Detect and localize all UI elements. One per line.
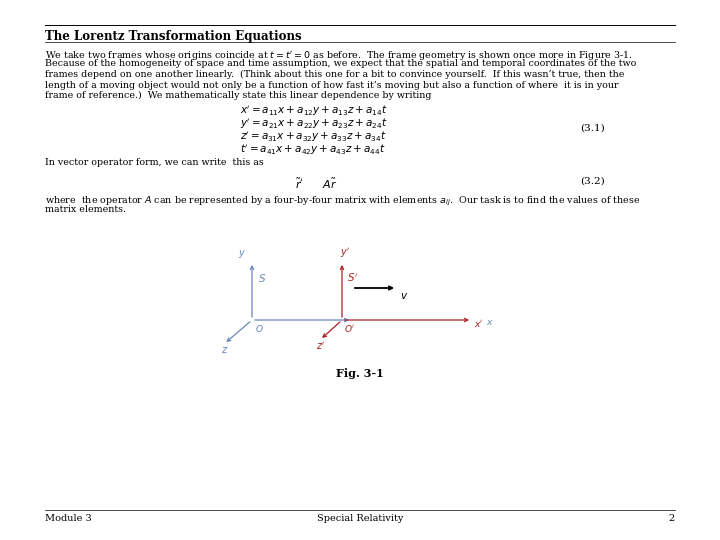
Text: $x'$: $x'$ bbox=[474, 318, 484, 329]
Text: where  the operator $A$ can be represented by a four-by-four matrix with element: where the operator $A$ can be represente… bbox=[45, 195, 640, 208]
Text: $S'$: $S'$ bbox=[347, 272, 359, 285]
Text: frame of reference.)  We mathematically state this linear dependence by writing: frame of reference.) We mathematically s… bbox=[45, 91, 431, 100]
Text: Because of the homogeneity of space and time assumption, we expect that the spat: Because of the homogeneity of space and … bbox=[45, 59, 636, 69]
Text: length of a moving object would not only be a function of how fast it’s moving b: length of a moving object would not only… bbox=[45, 80, 618, 90]
Text: We take two frames whose origins coincide at $t = t' = 0$ as before.  The frame : We take two frames whose origins coincid… bbox=[45, 49, 633, 62]
Text: The Lorentz Transformation Equations: The Lorentz Transformation Equations bbox=[45, 30, 302, 43]
Text: $O$: $O$ bbox=[255, 323, 264, 334]
Text: frames depend on one another linearly.  (Think about this one for a bit to convi: frames depend on one another linearly. (… bbox=[45, 70, 624, 79]
Text: $t' = a_{41}x + a_{42}y + a_{43}z + a_{44}t$: $t' = a_{41}x + a_{42}y + a_{43}z + a_{4… bbox=[240, 143, 386, 157]
Text: $z'$: $z'$ bbox=[316, 340, 325, 352]
Text: $A\tilde{r}$: $A\tilde{r}$ bbox=[322, 177, 338, 191]
Text: 2: 2 bbox=[669, 514, 675, 523]
Text: $O'$: $O'$ bbox=[344, 323, 356, 334]
Text: $\tilde{r}'$: $\tilde{r}'$ bbox=[295, 177, 304, 191]
Text: Special Relativity: Special Relativity bbox=[317, 514, 403, 523]
Text: Fig. 3-1: Fig. 3-1 bbox=[336, 368, 384, 379]
Text: $z$: $z$ bbox=[221, 345, 228, 355]
Text: $y' = a_{21}x + a_{22}y + a_{23}z + a_{24}t$: $y' = a_{21}x + a_{22}y + a_{23}z + a_{2… bbox=[240, 117, 388, 131]
Text: $y'$: $y'$ bbox=[340, 246, 351, 260]
Text: $v$: $v$ bbox=[400, 291, 408, 301]
Text: Module 3: Module 3 bbox=[45, 514, 91, 523]
Text: $z' = a_{31}x + a_{32}y + a_{33}z + a_{34}t$: $z' = a_{31}x + a_{32}y + a_{33}z + a_{3… bbox=[240, 130, 387, 144]
Text: $y$: $y$ bbox=[238, 248, 246, 260]
Text: $x' = a_{11}x + a_{12}y + a_{13}z + a_{14}t$: $x' = a_{11}x + a_{12}y + a_{13}z + a_{1… bbox=[240, 104, 388, 118]
Text: (3.2): (3.2) bbox=[580, 177, 605, 186]
Text: matrix elements.: matrix elements. bbox=[45, 206, 126, 214]
Text: In vector operator form, we can write  this as: In vector operator form, we can write th… bbox=[45, 158, 264, 167]
Text: $x$: $x$ bbox=[486, 318, 494, 327]
Text: $S$: $S$ bbox=[258, 272, 266, 284]
Text: (3.1): (3.1) bbox=[580, 124, 605, 132]
